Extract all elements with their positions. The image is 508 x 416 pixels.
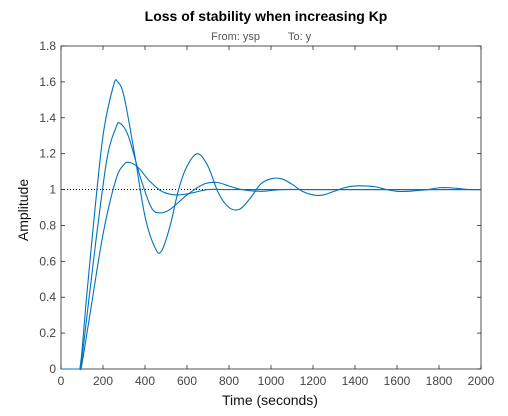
chart-subtitle-from: From: ysp [211,31,260,43]
x-tick-label: 600 [177,374,197,388]
x-tick-label: 800 [219,374,239,388]
x-tick-label: 1200 [300,374,327,388]
series-line-3 [61,161,481,371]
x-tick-label: 0 [58,374,65,388]
y-tick-label: 1.4 [39,111,56,125]
y-tick-label: 1 [49,183,56,197]
series-line-1 [61,79,482,370]
x-tick-label: 400 [135,374,155,388]
y-axis-label: Amplitude [15,179,31,241]
x-tick-label: 1000 [258,374,285,388]
y-tick-label: 0.4 [39,290,56,304]
y-tick-label: 1.8 [39,39,56,53]
x-tick-label: 1800 [426,374,453,388]
y-tick-label: 0 [49,362,56,376]
chart-subtitle-to: To: y [288,31,312,43]
y-tick-label: 1.6 [39,75,56,89]
y-tick-label: 0.2 [39,326,56,340]
y-tick-label: 1.2 [39,147,56,161]
x-tick-label: 1600 [384,374,411,388]
y-tick-label: 0.6 [39,254,56,268]
axes-box [60,45,482,370]
plot-area: 0 200 400 600 800 1000 1200 1400 1600 1800 2000 0 0.… [39,39,494,388]
x-tick-label: 2000 [468,374,495,388]
x-tick-label: 200 [93,374,113,388]
x-tick-label: 1400 [342,374,369,388]
x-axis-label: Time (seconds) [222,392,318,408]
y-tick-label: 0.8 [39,218,56,232]
chart-title: Loss of stability when increasing Kp [145,8,388,24]
